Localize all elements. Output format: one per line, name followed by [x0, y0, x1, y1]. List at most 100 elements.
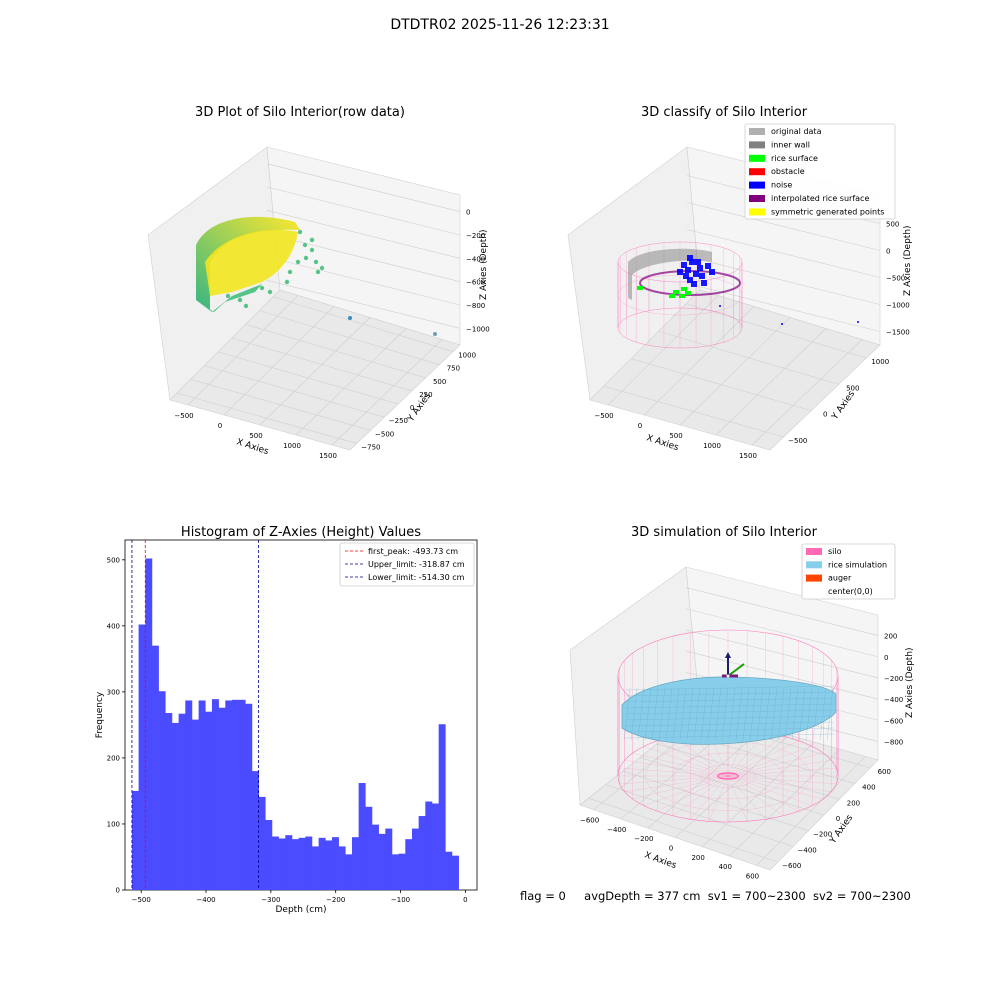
hist-legend: first_peak: -493.73 cm Upper_limit: -318.…: [339, 542, 475, 587]
hist-bar: [338, 846, 346, 890]
hist-bar: [151, 645, 159, 890]
sim-x-tick-label: −600: [580, 817, 599, 825]
sim-x-label: X Axies: [643, 850, 678, 871]
sim-rice-surface: [621, 676, 837, 745]
sim-floor-center: [717, 772, 739, 780]
sim-y-arrow: [727, 663, 745, 677]
sim-rice-mesh-line: [819, 687, 827, 741]
raw-x-tick-label: 0: [218, 422, 222, 430]
sim-legend-label: auger: [828, 574, 852, 583]
raw-scatter-point: [302, 242, 308, 248]
hist-bar: [131, 790, 139, 890]
sim-z-ticks: 200 0 −200 −400 −600 −800: [884, 633, 903, 747]
classify-noise-point: [687, 255, 693, 261]
classify-noise-point: [687, 277, 693, 283]
raw-x-ticks: −500 0 500 1000 1500: [174, 412, 337, 460]
classify-inner-wall: [628, 248, 712, 300]
hist-bar: [271, 836, 279, 890]
hist-bar: [318, 837, 326, 890]
sim-y-gridline: [657, 743, 840, 800]
classify-x-gridline: [643, 306, 755, 416]
classify-scatter-points: [637, 255, 859, 325]
hist-x-tick-label: −300: [261, 896, 280, 904]
hist-bar: [238, 699, 246, 890]
hist-legend-label: Upper_limit: -318.87 cm: [368, 560, 465, 569]
sim-x-tick-label: −400: [607, 826, 626, 834]
hist-bars: [131, 558, 459, 890]
sim-y-tick-label: −600: [782, 862, 801, 870]
raw-z-gridline: [266, 256, 461, 306]
raw-y-tick-label: 250: [419, 391, 432, 399]
hist-bar: [451, 855, 459, 890]
raw-z-tick-label: −1000: [466, 325, 490, 333]
classify-z-gridline: [686, 202, 881, 251]
hist-bar: [245, 703, 253, 890]
classify-x-gridline: [715, 328, 827, 436]
classify-z-gridline: [686, 256, 881, 305]
raw-scatter-point: [295, 259, 301, 265]
sim-legend-label: rice simulation: [828, 560, 887, 569]
sim-legend-box: [801, 543, 896, 600]
footer-flag: flag = 0: [520, 889, 566, 903]
sim-rice-mesh-line: [777, 687, 785, 741]
hist-bar: [425, 801, 433, 890]
sim-rice-mesh-line: [625, 727, 835, 733]
raw-scatter-point: [313, 259, 319, 265]
classify-title: 3D classify of Silo Interior: [641, 105, 808, 120]
classify-x-gridline: [679, 317, 791, 426]
sim-y-tick-label: −200: [813, 831, 832, 839]
sim-legend-swatch: [806, 561, 822, 569]
classify-y-gridline: [658, 330, 839, 385]
classify-z-ticks: 500 0 −500 −1000 −1500: [886, 221, 910, 337]
classify-legend-label: obstacle: [771, 167, 805, 176]
sim-y-tick-label: 400: [862, 784, 875, 792]
hist-y-ticks: 0 100 200 300 400 500: [107, 556, 125, 895]
hist-bar: [331, 837, 339, 890]
hist-x-ticks: −500 −400 −300 −200 −100 0: [132, 890, 468, 904]
classify-noise-point: [693, 271, 699, 277]
sim-rice-mesh-line: [672, 687, 680, 741]
classify-y-gridline: [631, 358, 812, 411]
hist-y-tick-label: 300: [107, 688, 120, 696]
classify-z-tick-label: 0: [886, 248, 890, 256]
hist-bar: [345, 854, 353, 890]
sim-rice-mesh-line: [714, 687, 722, 741]
hist-bar: [365, 806, 373, 890]
raw-z-tick-label: −200: [466, 232, 485, 240]
sim-z-tick-label: −400: [884, 696, 903, 704]
classify-z-tick-label: −500: [886, 275, 905, 283]
sim-x-ticks: −600 −400 −200 0 200 400 600: [580, 817, 759, 881]
sim-rice-mesh-line: [625, 685, 835, 691]
sim-rice-mesh-line: [742, 687, 750, 741]
classify-legend-label: rice surface: [771, 154, 818, 163]
hist-x-tick-label: 0: [463, 896, 467, 904]
sim-y-gridline: [588, 797, 778, 863]
classify-z-tick-label: −1000: [886, 302, 910, 310]
raw-y-gridline: [273, 296, 454, 352]
hist-bar: [378, 833, 386, 890]
classify-y-tick-label: 0: [823, 411, 827, 419]
hist-bar: [258, 796, 266, 890]
raw-x-tick-label: 500: [249, 432, 262, 440]
sim-z-gridline: [685, 650, 879, 700]
raw-z-tick-label: −800: [466, 302, 485, 310]
raw-grid: [176, 163, 461, 446]
sim-legend-label: center(0,0): [828, 587, 873, 596]
sim-rice-mesh-line: [625, 691, 835, 697]
sim-grid: [588, 587, 879, 866]
raw-z-gridline: [266, 280, 461, 329]
classify-rice-point: [685, 291, 691, 295]
classify-noise-point: [781, 323, 783, 325]
classify-x-tick-label: 1000: [703, 442, 721, 450]
classify-noise-point: [857, 321, 859, 323]
sim-z-tick-label: 0: [884, 654, 888, 662]
hist-bar: [185, 700, 193, 890]
raw-cloud-surface: [205, 229, 298, 296]
classify-x-tick-label: 0: [638, 422, 642, 430]
sim-y-gridline: [605, 784, 794, 847]
sim-x-tick-label: −200: [634, 835, 653, 843]
sim-floor-ring: [672, 752, 784, 800]
classify-x-gridline: [607, 295, 719, 406]
sim-y-tick-label: 0: [836, 815, 840, 823]
